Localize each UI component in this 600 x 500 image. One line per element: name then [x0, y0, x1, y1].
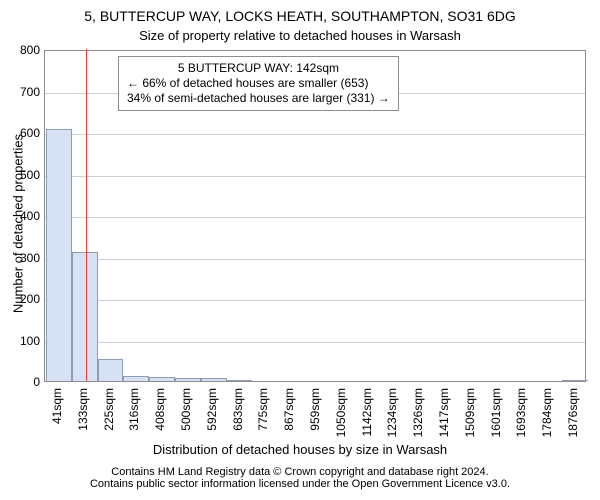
x-tick-label: 867sqm [282, 388, 296, 431]
y-tick-label: 600 [20, 126, 40, 140]
histogram-bar [149, 377, 175, 381]
annotation-line-3: 34% of semi-detached houses are larger (… [127, 91, 390, 106]
grid-line [45, 342, 585, 343]
histogram-bar [98, 359, 124, 381]
x-tick-label: 959sqm [308, 388, 322, 431]
x-tick-label: 133sqm [76, 388, 90, 431]
y-tick-label: 300 [20, 251, 40, 265]
x-tick-label: 500sqm [179, 388, 193, 431]
x-axis-label: Distribution of detached houses by size … [0, 442, 600, 457]
x-tick-label: 316sqm [127, 388, 141, 431]
grid-line [45, 176, 585, 177]
x-tick-label: 1601sqm [489, 388, 503, 437]
y-tick-label: 100 [20, 334, 40, 348]
y-tick-label: 0 [33, 375, 40, 389]
grid-line [45, 217, 585, 218]
annotation-line-1: 5 BUTTERCUP WAY: 142sqm [127, 61, 390, 76]
grid-line [45, 259, 585, 260]
x-tick-label: 1509sqm [463, 388, 477, 437]
property-marker-line [86, 49, 87, 381]
attribution-line-1: Contains HM Land Registry data © Crown c… [0, 466, 600, 478]
histogram-bar [201, 378, 227, 381]
chart-title-address: 5, BUTTERCUP WAY, LOCKS HEATH, SOUTHAMPT… [0, 8, 600, 24]
chart-subtitle: Size of property relative to detached ho… [0, 28, 600, 43]
grid-line [45, 300, 585, 301]
y-tick-label: 500 [20, 168, 40, 182]
y-tick-label: 200 [20, 292, 40, 306]
y-tick-label: 400 [20, 209, 40, 223]
histogram-bar [123, 376, 149, 381]
histogram-bar [227, 380, 253, 381]
chart-figure: 5, BUTTERCUP WAY, LOCKS HEATH, SOUTHAMPT… [0, 0, 600, 500]
histogram-bar [175, 378, 201, 381]
histogram-bar [72, 252, 98, 381]
y-tick-label: 800 [20, 43, 40, 57]
x-tick-label: 41sqm [50, 388, 64, 424]
histogram-bar [46, 129, 72, 381]
x-tick-label: 1784sqm [540, 388, 554, 437]
x-tick-label: 592sqm [205, 388, 219, 431]
x-tick-label: 683sqm [231, 388, 245, 431]
x-tick-label: 408sqm [153, 388, 167, 431]
annotation-line-2: ← 66% of detached houses are smaller (65… [127, 76, 390, 91]
attribution-line-2: Contains public sector information licen… [0, 478, 600, 490]
x-tick-label: 225sqm [102, 388, 116, 431]
x-tick-label: 1876sqm [566, 388, 580, 437]
x-tick-label: 1050sqm [334, 388, 348, 437]
x-tick-label: 775sqm [256, 388, 270, 431]
x-tick-label: 1234sqm [385, 388, 399, 437]
grid-line [45, 134, 585, 135]
attribution-text: Contains HM Land Registry data © Crown c… [0, 466, 600, 490]
x-tick-label: 1417sqm [437, 388, 451, 437]
histogram-bar [562, 380, 588, 381]
y-axis-label: Number of detached properties [11, 134, 26, 313]
y-tick-label: 700 [20, 85, 40, 99]
x-tick-label: 1326sqm [411, 388, 425, 437]
x-tick-label: 1693sqm [514, 388, 528, 437]
x-tick-label: 1142sqm [360, 388, 374, 436]
annotation-box: 5 BUTTERCUP WAY: 142sqm ← 66% of detache… [118, 56, 399, 111]
